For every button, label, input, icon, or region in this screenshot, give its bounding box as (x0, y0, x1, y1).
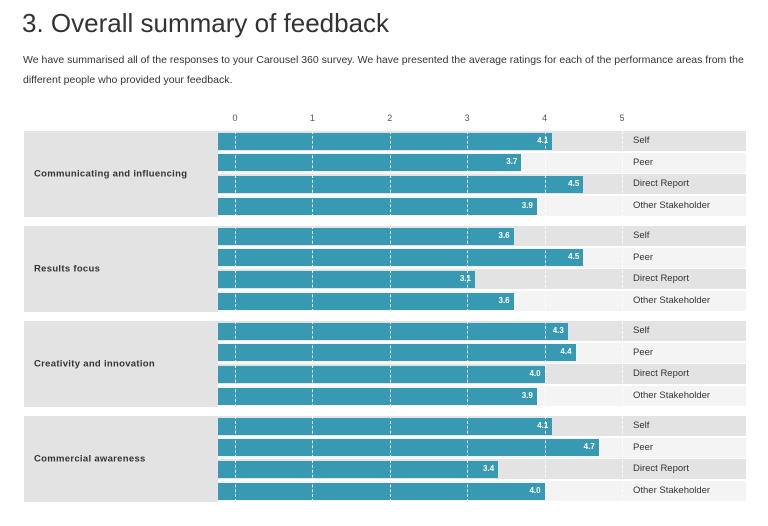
gridline (467, 321, 469, 407)
bar: 3.6 (218, 227, 514, 245)
bar-value-label: 3.6 (498, 230, 510, 240)
gridline (622, 226, 623, 312)
gridline (467, 131, 469, 217)
bar: 3.9 (218, 197, 537, 215)
group-label: Results focus (34, 263, 101, 275)
gridline (622, 321, 623, 407)
bar-value-label: 4.5 (568, 178, 580, 188)
axis-tick-label: 5 (619, 113, 625, 123)
respondent-label: Direct Report (633, 368, 689, 380)
axis-tick-label: 0 (232, 113, 238, 123)
axis-tick-label: 3 (464, 113, 470, 123)
bar: 4.1 (218, 417, 553, 435)
gridline (544, 321, 546, 407)
gridline (467, 416, 469, 502)
bar: 4.5 (218, 175, 584, 193)
bar-value-label: 4.5 (568, 252, 580, 262)
bar-value-label: 4.3 (552, 325, 564, 335)
bar-value-label: 3.4 (483, 463, 495, 473)
gridline (467, 226, 469, 312)
bar: 4.5 (218, 249, 584, 267)
respondent-label: Peer (633, 156, 654, 168)
respondent-label: Self (633, 230, 650, 241)
respondent-label: Other Stakeholder (633, 485, 711, 497)
respondent-label: Direct Report (633, 178, 689, 190)
bar: 4.0 (218, 482, 545, 500)
bar-value-label: 3.6 (498, 295, 510, 305)
bar: 4.7 (218, 439, 599, 457)
bar: 3.7 (218, 154, 522, 172)
gridline (235, 226, 236, 312)
bar: 4.0 (218, 365, 545, 383)
bar-value-label: 4.7 (583, 442, 595, 452)
bar-value-label: 4.4 (560, 347, 572, 357)
gridline (544, 226, 546, 312)
bar-value-label: 3.7 (506, 157, 518, 167)
bar: 3.4 (218, 460, 499, 478)
respondent-label: Self (633, 325, 650, 336)
gridline (235, 416, 236, 502)
group-label: Commercial awareness (34, 453, 146, 465)
gridline (312, 416, 314, 502)
gridline (389, 131, 391, 217)
gridline (235, 131, 236, 217)
bar-value-label: 4.1 (537, 135, 549, 145)
group-label-cell: Commercial awareness (24, 416, 218, 502)
bar-value-label: 3.9 (521, 390, 533, 400)
bar: 3.9 (218, 387, 537, 405)
gridline (312, 226, 314, 312)
group-label-cell: Creativity and innovation (24, 321, 218, 407)
respondent-label: Peer (633, 251, 654, 263)
respondent-label: Other Stakeholder (633, 390, 711, 402)
page-title: 3. Overall summary of feedback (22, 8, 390, 38)
gridline (389, 416, 391, 502)
bar: 3.1 (218, 270, 475, 288)
axis-tick-label: 1 (309, 113, 315, 123)
respondent-label: Other Stakeholder (633, 295, 711, 307)
respondent-label: Peer (633, 346, 654, 358)
respondent-label: Direct Report (633, 273, 689, 285)
bar-value-label: 4.0 (529, 485, 541, 495)
axis-tick-label: 4 (542, 113, 548, 123)
gridline (622, 416, 623, 502)
intro-text: We have summarised all of the responses … (23, 54, 744, 86)
bar: 4.3 (218, 322, 568, 340)
respondent-label: Self (633, 135, 650, 146)
bar: 4.1 (218, 132, 553, 150)
respondent-label: Direct Report (633, 463, 689, 475)
group-label-cell: Results focus (24, 226, 218, 312)
gridline (312, 321, 314, 407)
gridline (389, 226, 391, 312)
bar: 4.4 (218, 344, 576, 362)
bar: 3.6 (218, 292, 514, 310)
group-label-cell: Communicating and influencing (24, 131, 218, 217)
gridline (544, 416, 546, 502)
axis-tick-label: 2 (387, 113, 393, 123)
bar-value-label: 3.9 (521, 200, 533, 210)
group-label: Creativity and innovation (34, 358, 155, 370)
gridline (544, 131, 546, 217)
gridline (312, 131, 314, 217)
respondent-label: Peer (633, 441, 654, 453)
group-label: Communicating and influencing (34, 168, 188, 180)
respondent-label: Self (633, 420, 650, 431)
bar-value-label: 4.1 (537, 420, 549, 430)
bar-value-label: 3.1 (459, 273, 471, 283)
gridline (235, 321, 236, 407)
bar-value-label: 4.0 (529, 368, 541, 378)
respondent-label: Other Stakeholder (633, 200, 711, 212)
gridline (622, 131, 623, 217)
gridline (389, 321, 391, 407)
